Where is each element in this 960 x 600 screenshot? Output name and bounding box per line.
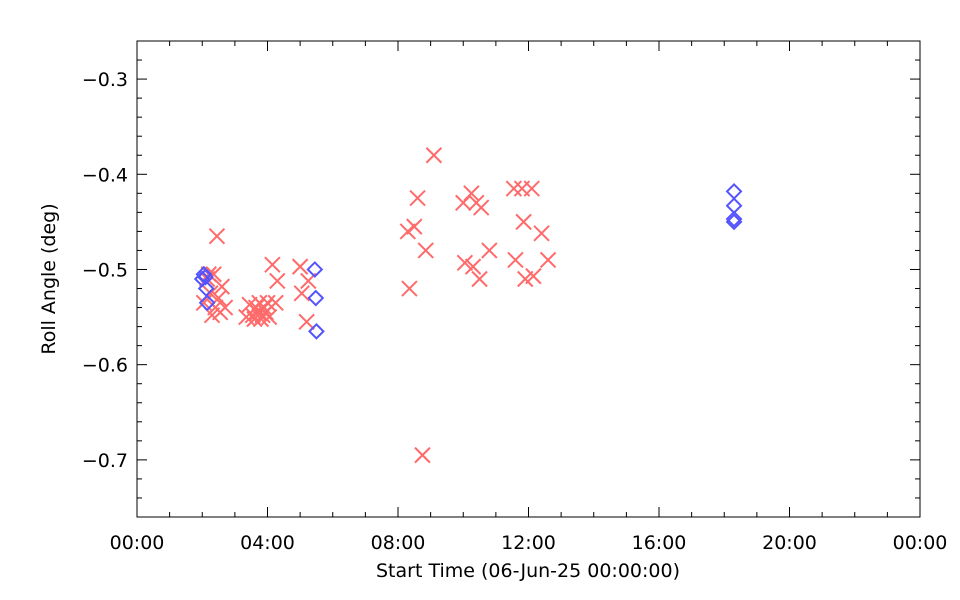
cross-marker [471, 270, 488, 288]
cross-marker [525, 267, 542, 285]
cross-marker [481, 242, 498, 259]
x-tick-label: 00:00 [110, 532, 165, 554]
cross-marker [417, 242, 434, 259]
cross-marker [264, 256, 281, 273]
cross-marker [523, 180, 540, 197]
cross-marker [269, 272, 286, 290]
y-tick-label: −0.6 [82, 355, 128, 377]
cross-marker [298, 313, 315, 331]
data-markers [193, 147, 743, 464]
y-axis-title: Roll Angle (deg) [38, 203, 60, 354]
cross-marker [260, 308, 278, 326]
cross-marker [291, 258, 309, 275]
cross-marker [267, 294, 284, 312]
cross-marker [533, 225, 550, 242]
diamond-marker [307, 289, 325, 307]
cross-marker [213, 278, 231, 295]
cross-marker [293, 285, 310, 302]
x-axis-title: Start Time (06-Jun-25 00:00:00) [376, 560, 680, 582]
x-tick-label: 00:00 [893, 532, 948, 554]
x-tick-label: 12:00 [501, 532, 556, 554]
diamond-marker [306, 261, 324, 278]
cross-marker [414, 446, 431, 464]
diamond-marker [725, 210, 743, 228]
cross-marker [259, 294, 276, 312]
y-tick-label: −0.7 [82, 450, 128, 472]
cross-marker [216, 299, 234, 316]
cross-marker [456, 254, 474, 272]
cross-marker [406, 218, 423, 235]
cross-marker [505, 180, 523, 197]
cross-marker [507, 251, 524, 269]
axis-ticks [136, 41, 921, 517]
x-tick-label: 20:00 [762, 532, 817, 554]
x-tick-label: 16:00 [632, 532, 687, 554]
cross-marker [515, 213, 532, 231]
cross-marker [401, 280, 418, 297]
diamond-marker [725, 183, 743, 200]
x-tick-label: 08:00 [371, 532, 426, 554]
x-tick-label: 04:00 [240, 532, 295, 554]
cross-marker [539, 251, 557, 269]
cross-marker [208, 227, 226, 245]
cross-marker [409, 189, 426, 207]
diamond-marker [308, 322, 325, 340]
diamond-marker [198, 294, 216, 312]
cross-marker [464, 258, 482, 275]
y-tick-label: −0.3 [82, 69, 128, 91]
cross-marker [425, 147, 443, 164]
axis-tick-labels: 00:00 04:00 08:00 12:00 16:00 20:00 00:00 −0.7 −… [82, 69, 948, 554]
cross-marker [463, 185, 480, 202]
plot-frame [136, 40, 921, 518]
y-tick-label: −0.5 [82, 259, 128, 281]
y-tick-label: −0.4 [82, 164, 128, 186]
cross-marker [472, 199, 490, 216]
diamond-marker [725, 197, 743, 215]
cross-marker [256, 299, 273, 316]
diamond-marker [197, 268, 214, 286]
diamond-marker [725, 213, 743, 231]
